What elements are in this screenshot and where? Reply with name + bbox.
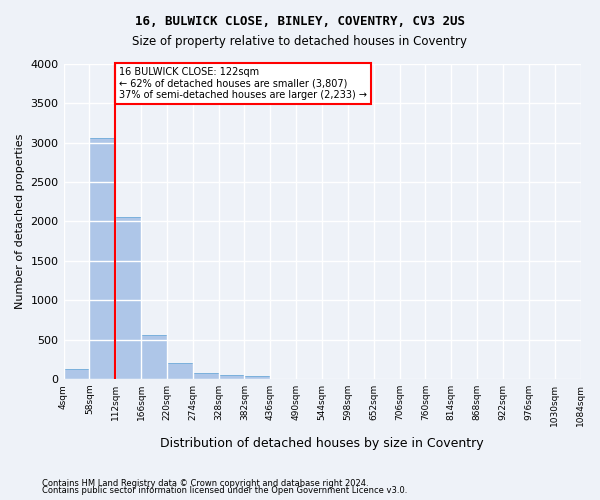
Text: 16, BULWICK CLOSE, BINLEY, COVENTRY, CV3 2US: 16, BULWICK CLOSE, BINLEY, COVENTRY, CV3… bbox=[135, 15, 465, 28]
Bar bbox=[244, 376, 271, 379]
Bar bbox=[193, 372, 218, 379]
Text: Size of property relative to detached houses in Coventry: Size of property relative to detached ho… bbox=[133, 35, 467, 48]
Bar bbox=[64, 368, 89, 379]
Bar bbox=[141, 335, 167, 379]
Bar bbox=[115, 216, 141, 379]
Bar bbox=[89, 138, 115, 379]
Y-axis label: Number of detached properties: Number of detached properties bbox=[15, 134, 25, 309]
Text: 16 BULWICK CLOSE: 122sqm
← 62% of detached houses are smaller (3,807)
37% of sem: 16 BULWICK CLOSE: 122sqm ← 62% of detach… bbox=[119, 67, 367, 100]
Text: Contains HM Land Registry data © Crown copyright and database right 2024.: Contains HM Land Registry data © Crown c… bbox=[42, 478, 368, 488]
Bar bbox=[218, 374, 244, 379]
Text: Contains public sector information licensed under the Open Government Licence v3: Contains public sector information licen… bbox=[42, 486, 407, 495]
X-axis label: Distribution of detached houses by size in Coventry: Distribution of detached houses by size … bbox=[160, 437, 484, 450]
Bar bbox=[167, 363, 193, 379]
